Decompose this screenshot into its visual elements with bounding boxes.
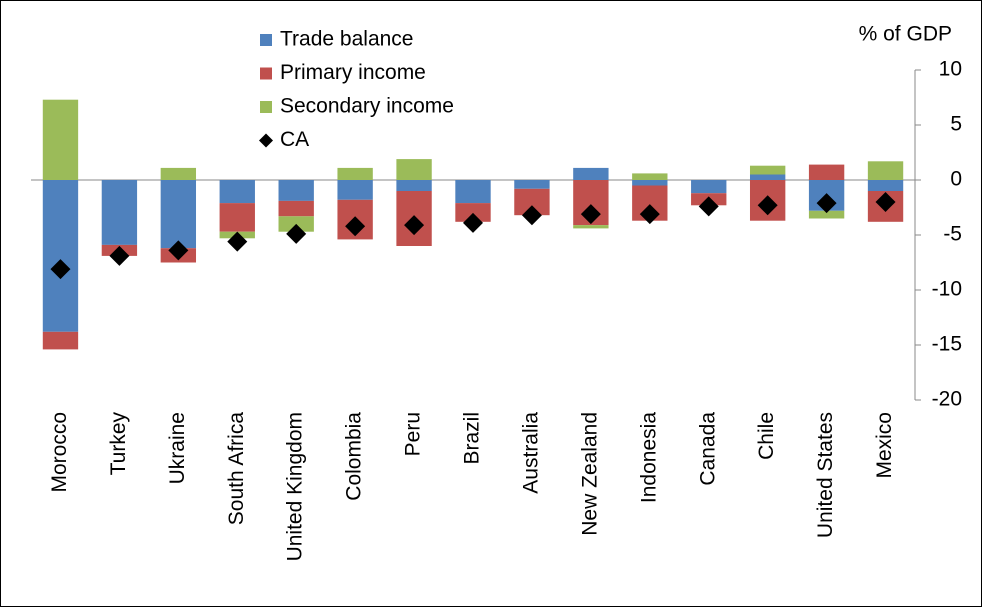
x-tick-label: New Zealand (578, 412, 601, 536)
bar-segment (514, 180, 550, 189)
bar-segment (219, 203, 255, 232)
x-tick-label: Mexico (873, 412, 896, 479)
y-tick-label: -15 (932, 333, 962, 356)
bar-segment (337, 167, 373, 180)
bar-segment (573, 225, 609, 229)
legend-label: Secondary income (280, 95, 454, 118)
bar-segment (278, 200, 314, 217)
y-tick-label: 0 (950, 168, 962, 191)
bar-segment (632, 180, 668, 186)
x-tick-label: Canada (696, 412, 719, 486)
ca-marker (286, 223, 307, 244)
ca-marker (521, 205, 542, 226)
legend-label: Primary income (280, 61, 426, 84)
x-tick-label: Peru (402, 412, 425, 456)
x-tick-label: Turkey (107, 412, 130, 476)
bar-segment (278, 180, 314, 201)
bar-segment (219, 180, 255, 204)
bar-segment (396, 159, 432, 180)
y-axis-label: % of GDP (859, 23, 952, 46)
x-tick-label: South Africa (225, 412, 248, 526)
legend-swatch (260, 101, 272, 113)
bar-segment (749, 174, 786, 180)
bar-segment (749, 165, 786, 175)
ca-marker (757, 195, 778, 216)
y-tick-label: -5 (943, 223, 962, 246)
bar-segment (160, 167, 197, 180)
bar-segment (396, 180, 432, 191)
y-tick-label: -10 (932, 278, 962, 301)
bar-segment (867, 161, 904, 180)
bar-segment (42, 180, 79, 332)
ca-marker (227, 231, 248, 252)
bar-segment (455, 180, 491, 204)
legend-swatch (260, 67, 272, 80)
ca-marker (698, 196, 719, 217)
ca-marker (816, 193, 837, 214)
ca-marker (463, 212, 483, 233)
ca-marker (168, 240, 189, 261)
bar-segment (455, 203, 491, 222)
legend-label: CA (280, 128, 309, 151)
x-tick-label: Chile (755, 412, 778, 460)
bar-segment (808, 210, 845, 219)
x-tick-label: Colombia (343, 412, 366, 501)
x-tick-label: United Kingdom (284, 412, 307, 561)
legend-marker (259, 133, 273, 148)
bar-segment (101, 180, 138, 245)
x-tick-label: Brazil (461, 412, 484, 465)
y-tick-label: 5 (950, 113, 962, 136)
x-tick-label: Morocco (48, 412, 71, 493)
bar-segment (42, 99, 79, 180)
legend-swatch (260, 34, 272, 46)
bar-segment (867, 180, 904, 191)
bar-segment (42, 331, 79, 350)
ca-marker (875, 192, 896, 212)
legend-label: Trade balance (280, 28, 413, 51)
ca-marker (109, 245, 130, 266)
bar-segment (573, 167, 609, 180)
x-tick-label: United States (814, 412, 837, 538)
x-tick-label: Indonesia (637, 412, 660, 503)
bar-segment (160, 180, 197, 249)
ca-marker (639, 204, 660, 225)
y-tick-label: -20 (932, 388, 962, 411)
bar-segment (691, 180, 727, 194)
y-tick-label: 10 (939, 58, 962, 81)
ca-marker (404, 215, 425, 236)
x-tick-label: Australia (519, 412, 542, 494)
bar-segment (337, 180, 373, 200)
bar-segment (808, 164, 845, 180)
ca-marker (50, 259, 71, 280)
x-tick-label: Ukraine (166, 412, 189, 484)
ca-marker (580, 204, 601, 225)
bar-segment (632, 173, 668, 180)
ca-marker (345, 216, 366, 237)
